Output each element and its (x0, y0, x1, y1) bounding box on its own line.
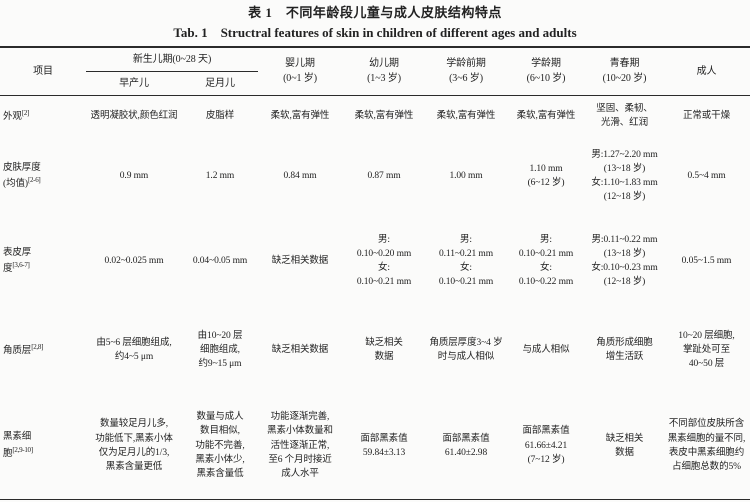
row-label-text: 角质层 (3, 345, 32, 356)
cell-skin-thickness-school-age: 1.10 mm (6~12 岁) (527, 163, 565, 188)
header-infant-name: 婴儿期 (285, 58, 315, 70)
header-newborn-group: 新生儿期(0~28 天) (86, 47, 258, 72)
header-adolescent-range: (10~20 岁) (602, 73, 647, 85)
table-row-epidermis-thickness: 表皮厚 度[3,6-7] 0.02~0.025 mm 0.04~0.05 mm … (0, 215, 750, 307)
cell-epidermis-fullterm: 0.04~0.05 mm (192, 255, 248, 266)
table-title-chinese: 表 1 不同年龄段儿童与成人皮肤结构特点 (248, 5, 502, 20)
cell-stratum-preterm: 由5~6 层细胞组成, 约4~5 μm (96, 337, 172, 362)
header-fullterm: 足月儿 (182, 71, 258, 96)
header-adolescent: 青春期 (10~20 岁) (586, 47, 663, 96)
row-label-skin-thickness: 皮肤厚度 (均值)[2-6] (0, 137, 86, 215)
cell-stratum-adult: 10~20 层细胞, 掌趾处可至 40~50 层 (678, 330, 735, 370)
cell-melanocyte-adult: 不同部位皮肤所含 黑素细胞的量不同, 表皮中黑素细胞约 占细胞总数的5% (667, 419, 746, 472)
cell-melanocyte-preschool: 面部黑素值 61.40±2.98 (442, 433, 490, 458)
table-row-skin-thickness: 皮肤厚度 (均值)[2-6] 0.9 mm 1.2 mm 0.84 mm 0.8… (0, 137, 750, 215)
reference-superscript: [2-6] (27, 175, 41, 184)
row-label-text: 表皮厚 度 (3, 247, 32, 275)
row-label-text: 外观 (3, 112, 22, 123)
row-label-appearance: 外观[2] (0, 95, 86, 137)
cell-skin-thickness-adult: 0.5~4 mm (687, 170, 726, 181)
cell-appearance-adult: 正常或干燥 (682, 111, 730, 122)
header-toddler-name: 幼儿期 (369, 58, 399, 70)
table-row-stratum-corneum: 角质层[2,8] 由5~6 层细胞组成, 约4~5 μm 由10~20 层 细胞… (0, 307, 750, 393)
cell-appearance-preterm: 透明凝胶状,颜色红润 (90, 111, 178, 122)
cell-skin-thickness-adolescent: 男:1.27~2.20 mm (13~18 岁) 女:1.10~1.83 mm … (591, 149, 658, 203)
cell-appearance-adolescent: 坚固、柔韧、 光滑、红润 (596, 104, 653, 129)
header-preschool-name: 学龄前期 (446, 58, 486, 70)
cell-skin-thickness-preschool: 1.00 mm (449, 170, 483, 181)
reference-superscript: [2,9-10] (12, 445, 33, 454)
header-school-age: 学龄期 (6~10 岁) (506, 47, 586, 96)
cell-epidermis-preterm: 0.02~0.025 mm (104, 255, 164, 266)
cell-epidermis-adult: 0.05~1.5 mm (681, 255, 732, 266)
header-school-age-range: (6~10 岁) (526, 73, 566, 85)
cell-stratum-preschool: 角质层厚度3~4 岁 时与成人相似 (429, 337, 503, 362)
row-label-stratum-corneum: 角质层[2,8] (0, 307, 86, 393)
cell-epidermis-school-age: 男: 0.10~0.21 mm 女: 0.10~0.22 mm (518, 234, 574, 288)
cell-melanocyte-infant: 功能逐渐完善, 黑素小体数量和 活性逐渐正常, 至6 个月时接近 成人水平 (267, 412, 333, 480)
cell-stratum-school-age: 与成人相似 (522, 344, 570, 355)
cell-epidermis-adolescent: 男:0.11~0.22 mm (13~18 岁) 女:0.10~0.23 mm … (591, 234, 658, 288)
cell-appearance-preschool: 柔软,富有弹性 (436, 111, 496, 122)
cell-melanocyte-preterm: 数量较足月儿多, 功能低下,黑素小体 仅为足月儿的1/3, 黑素含量更低 (95, 419, 173, 472)
cell-stratum-infant: 缺乏相关数据 (271, 344, 329, 355)
cell-melanocyte-fullterm: 数量与成人 数目相似, 功能不完善, 黑素小体少, 黑素含量低 (195, 412, 245, 480)
header-preschool: 学龄前期 (3~6 岁) (426, 47, 506, 96)
row-label-text: 黑素细 胞 (3, 432, 32, 459)
row-label-melanocyte: 黑素细 胞[2,9-10] (0, 393, 86, 499)
reference-superscript: [3,6-7] (12, 260, 30, 269)
header-infant-range: (0~1 岁) (283, 73, 317, 85)
skin-structure-table: 项目 新生儿期(0~28 天) 婴儿期 (0~1 岁) 幼儿期 (1~3 岁) 学龄… (0, 46, 750, 500)
row-label-epidermis-thickness: 表皮厚 度[3,6-7] (0, 215, 86, 307)
cell-appearance-school-age: 柔软,富有弹性 (516, 111, 576, 122)
cell-appearance-infant: 柔软,富有弹性 (270, 111, 330, 122)
header-toddler: 幼儿期 (1~3 岁) (342, 47, 426, 96)
cell-appearance-toddler: 柔软,富有弹性 (354, 111, 414, 122)
cell-skin-thickness-infant: 0.84 mm (283, 170, 317, 181)
reference-superscript: [2,8] (31, 342, 44, 351)
cell-melanocyte-school-age: 面部黑素值 61.66±4.21 (7~12 岁) (522, 426, 570, 465)
header-school-age-name: 学龄期 (531, 58, 561, 70)
header-preterm: 早产儿 (86, 71, 182, 96)
header-item: 项目 (0, 47, 86, 96)
reference-superscript: [2] (21, 109, 30, 118)
row-label-text: 皮肤厚度 (均值) (3, 162, 41, 190)
cell-stratum-fullterm: 由10~20 层 细胞组成, 约9~15 μm (197, 330, 243, 370)
header-adolescent-name: 青春期 (609, 58, 640, 70)
cell-melanocyte-toddler: 面部黑素值 59.84±3.13 (360, 433, 408, 458)
table-row-melanocyte: 黑素细 胞[2,9-10] 数量较足月儿多, 功能低下,黑素小体 仅为足月儿的1… (0, 393, 750, 499)
cell-epidermis-preschool: 男: 0.11~0.21 mm 女: 0.10~0.21 mm (438, 234, 494, 288)
cell-appearance-fullterm: 皮脂样 (205, 111, 235, 122)
header-adult: 成人 (663, 47, 750, 96)
header-toddler-range: (1~3 岁) (367, 73, 401, 85)
table-row-appearance: 外观[2] 透明凝胶状,颜色红润 皮脂样 柔软,富有弹性 柔软,富有弹性 柔软,… (0, 95, 750, 137)
cell-epidermis-infant: 缺乏相关数据 (271, 255, 329, 266)
cell-stratum-adolescent: 角质形成细胞 增生活跃 (596, 337, 653, 362)
cell-melanocyte-adolescent: 缺乏相关 数据 (605, 433, 644, 458)
header-preschool-range: (3~6 岁) (449, 73, 483, 85)
table-caption: 表 1 不同年龄段儿童与成人皮肤结构特点 Tab. 1 Structral fe… (0, 0, 750, 42)
cell-skin-thickness-preterm: 0.9 mm (119, 170, 149, 181)
cell-epidermis-toddler: 男: 0.10~0.20 mm 女: 0.10~0.21 mm (356, 234, 412, 288)
header-infant: 婴儿期 (0~1 岁) (258, 47, 342, 96)
cell-skin-thickness-fullterm: 1.2 mm (205, 170, 235, 181)
table-title-english: Tab. 1 Structral features of skin in chi… (173, 25, 577, 40)
cell-skin-thickness-toddler: 0.87 mm (367, 170, 401, 181)
cell-stratum-toddler: 缺乏相关 数据 (365, 337, 403, 362)
